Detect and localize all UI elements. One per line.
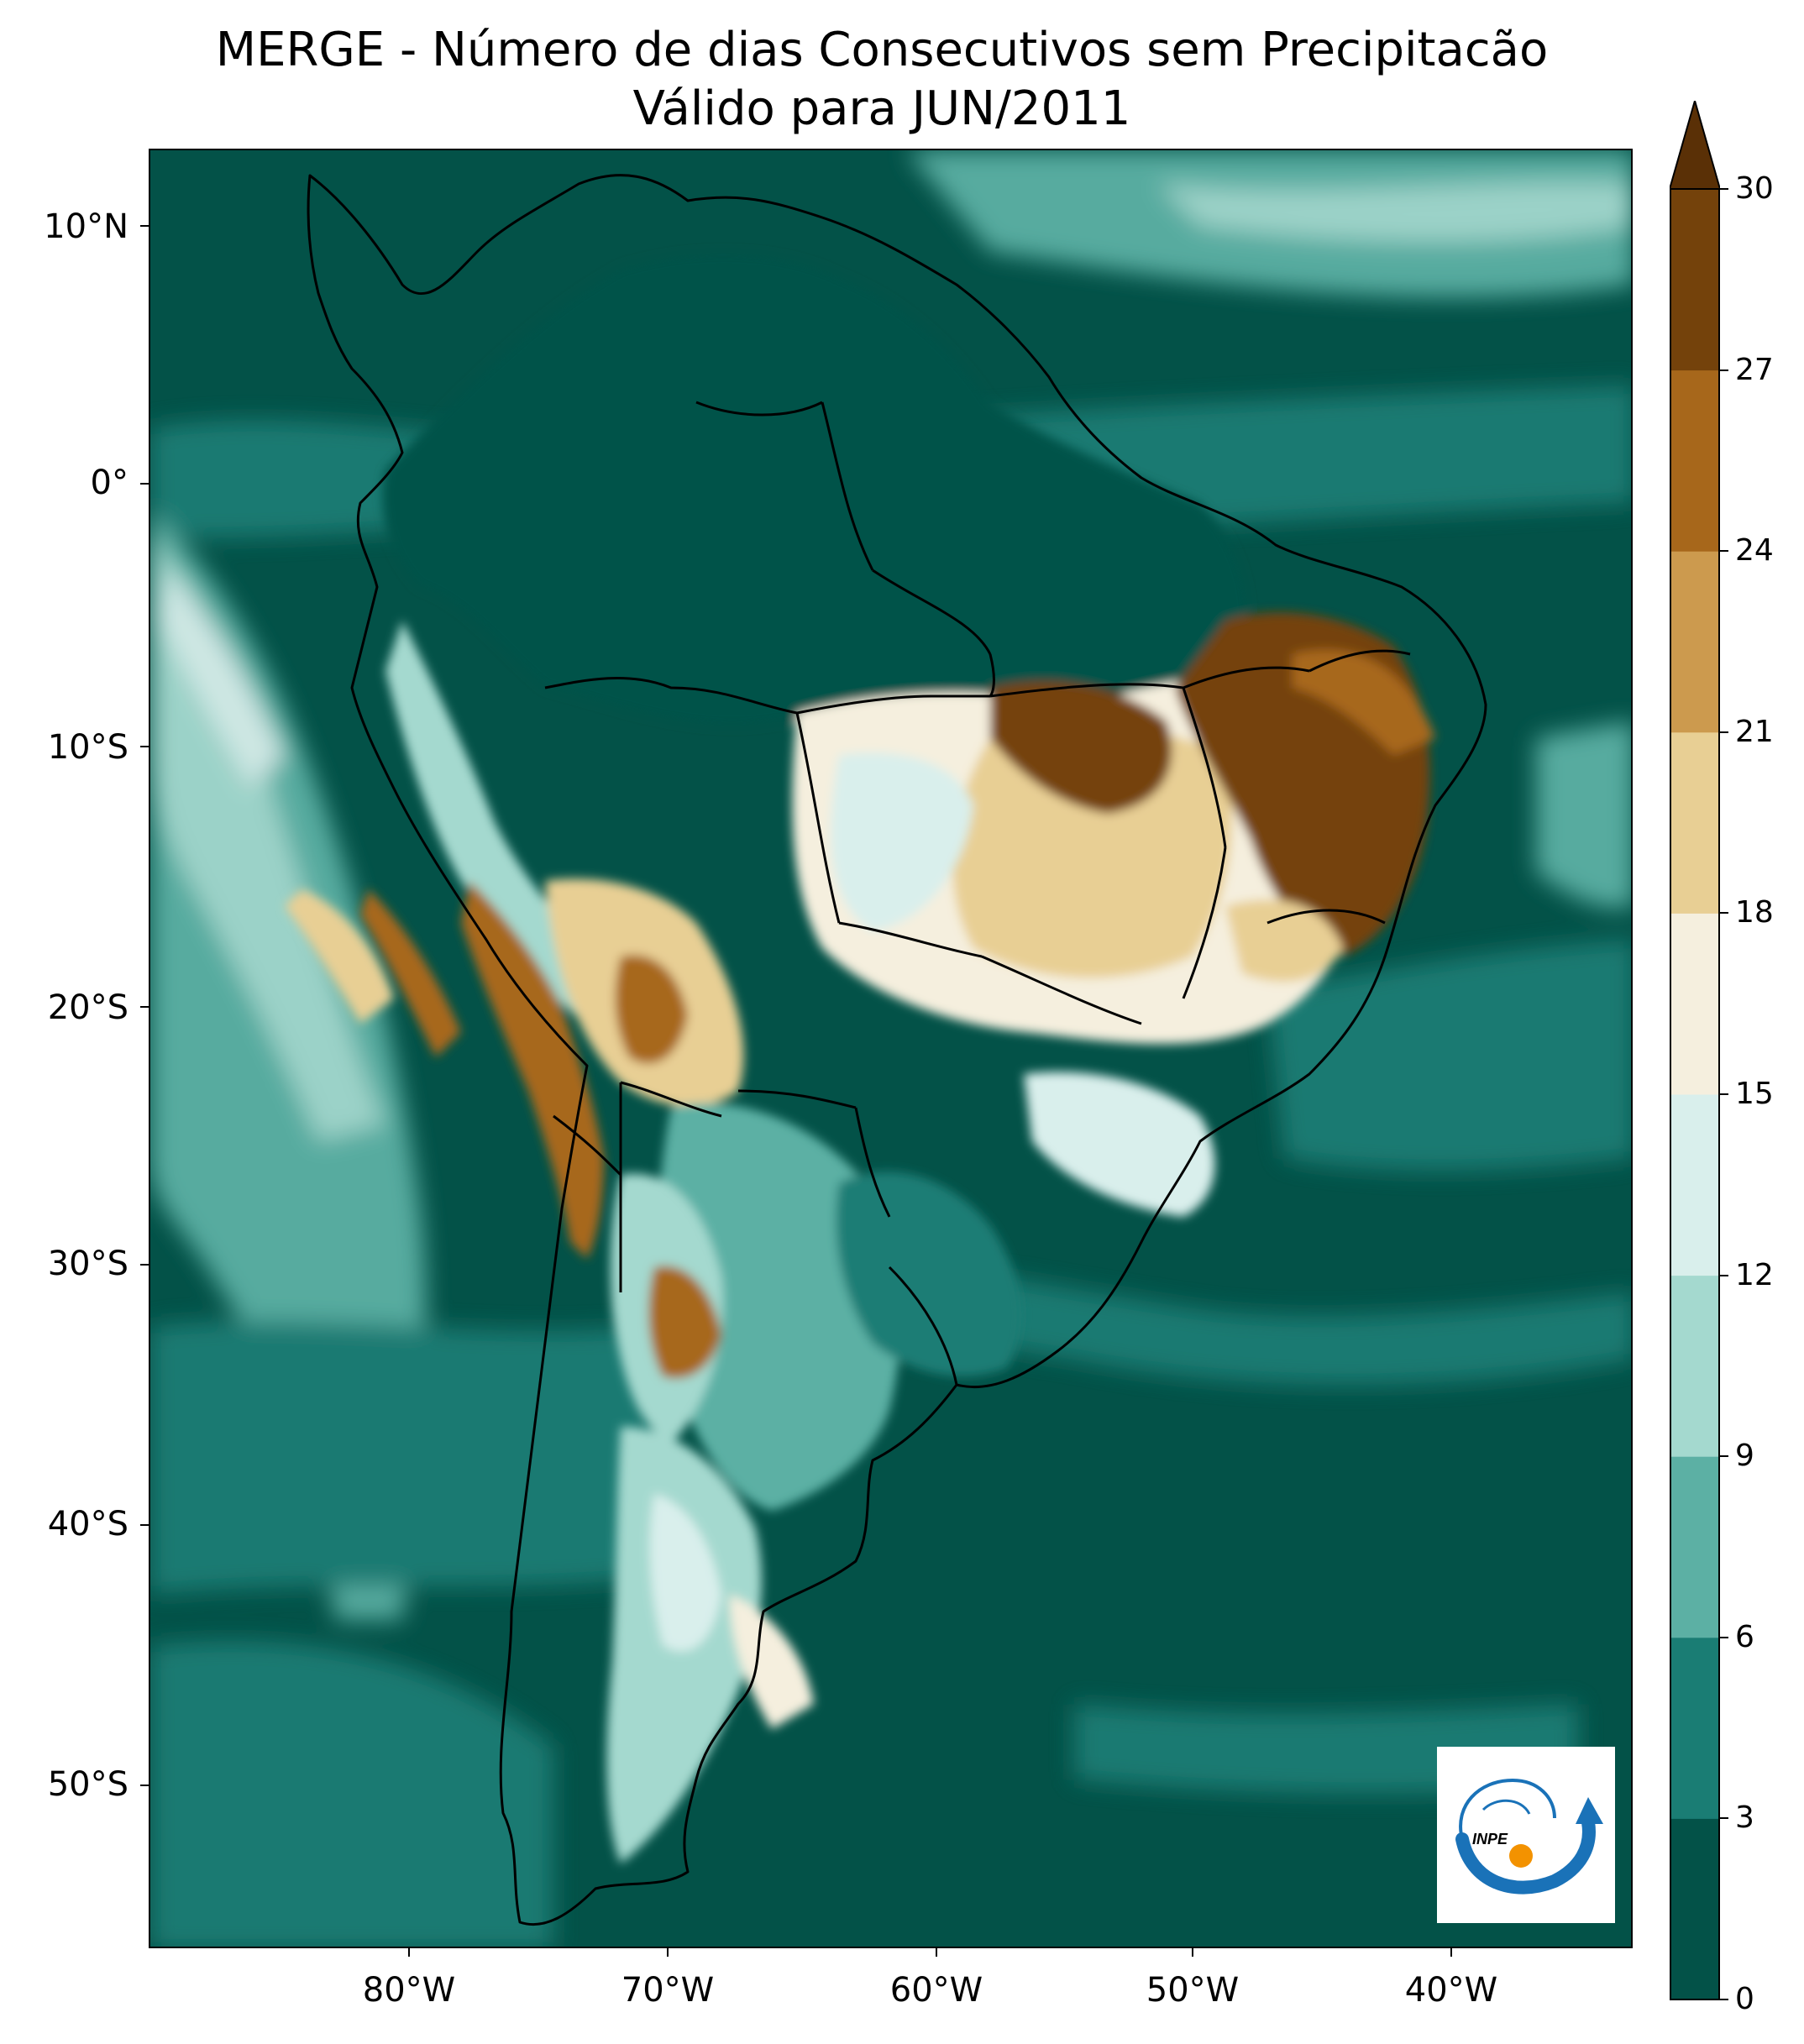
lat-tick <box>140 1524 149 1526</box>
lon-tick <box>667 1948 669 1957</box>
colorbar-tick <box>1720 1093 1728 1095</box>
colorbar-tick <box>1720 1817 1728 1820</box>
lat-label-20s: 20°S <box>47 988 128 1027</box>
map-subtitle: Válido para JUN/2011 <box>632 81 1131 136</box>
lat-label-10s: 10°S <box>47 728 128 767</box>
colorbar-tick <box>1720 550 1728 553</box>
lon-label-50w: 50°W <box>1146 1971 1240 2010</box>
colorbar-tick-label: 3 <box>1735 1800 1754 1836</box>
colorbar-tick <box>1720 1636 1728 1638</box>
colorbar-tick <box>1720 1999 1728 2000</box>
colorbar-frame <box>1670 188 1720 2000</box>
lon-label-60w: 60°W <box>889 1971 983 2010</box>
colorbar-tick <box>1720 1274 1728 1276</box>
colorbar-tick-label: 30 <box>1735 171 1774 206</box>
lon-label-70w: 70°W <box>621 1971 715 2010</box>
colorbar-segment <box>1670 189 1719 371</box>
lon-label-40w: 40°W <box>1404 1971 1498 2010</box>
lon-tick <box>1192 1948 1193 1957</box>
lon-tick <box>936 1948 937 1957</box>
inpe-logo: INPE <box>1437 1747 1615 1923</box>
colorbar-segment <box>1670 369 1719 552</box>
colorbar-tick-label: 0 <box>1735 1982 1754 2016</box>
colorbar-segment <box>1670 551 1719 733</box>
lon-tick <box>408 1948 410 1957</box>
colorbar-segment <box>1670 1094 1719 1276</box>
inpe-logo-mark: INPE <box>1455 1778 1603 1895</box>
orange-dot-icon <box>1509 1844 1533 1868</box>
lat-label-40s: 40°S <box>47 1505 128 1543</box>
colorbar-segment <box>1670 913 1719 1095</box>
colorbar-segment <box>1670 1456 1719 1638</box>
colorbar-tick-label: 18 <box>1735 895 1774 930</box>
colorbar-tick-label: 6 <box>1735 1619 1754 1654</box>
colorbar-tick <box>1720 912 1728 915</box>
precipitation-map <box>150 150 1631 1947</box>
lat-label-30s: 30°S <box>47 1245 128 1283</box>
logo-text: INPE <box>1472 1831 1508 1847</box>
lat-tick <box>140 1785 149 1786</box>
lat-label-0: 0° <box>90 464 128 502</box>
colorbar-tick <box>1720 1455 1728 1458</box>
colorbar-tick-label: 12 <box>1735 1257 1774 1292</box>
lon-label-80w: 80°W <box>362 1971 456 2010</box>
colorbar-segment <box>1670 1818 1719 2000</box>
lon-tick <box>1450 1948 1452 1957</box>
lat-tick <box>140 746 149 747</box>
lat-label-10n: 10°N <box>44 207 128 246</box>
colorbar-segment <box>1670 731 1719 914</box>
lat-label-50s: 50°S <box>47 1765 128 1804</box>
colorbar-tick-label: 27 <box>1735 352 1774 387</box>
colorbar-extend-arrow <box>1670 101 1720 190</box>
lat-tick <box>140 225 149 227</box>
map-panel <box>149 149 1633 1948</box>
map-title: MERGE - Número de dias Consecutivos sem … <box>215 23 1549 77</box>
lat-tick <box>140 483 149 485</box>
colorbar-tick-label: 21 <box>1735 714 1774 749</box>
colorbar-tick-label: 15 <box>1735 1077 1774 1111</box>
lat-tick <box>140 1006 149 1008</box>
colorbar-tick-label: 24 <box>1735 533 1774 569</box>
colorbar-segment <box>1670 1275 1719 1457</box>
colorbar-tick-label: 9 <box>1735 1439 1754 1474</box>
colorbar-segment <box>1670 1637 1719 1819</box>
colorbar <box>1670 101 1720 2000</box>
colorbar-tick <box>1720 731 1728 733</box>
colorbar-tick <box>1720 369 1728 371</box>
colorbar-tick <box>1720 188 1728 190</box>
lat-tick <box>140 1264 149 1266</box>
